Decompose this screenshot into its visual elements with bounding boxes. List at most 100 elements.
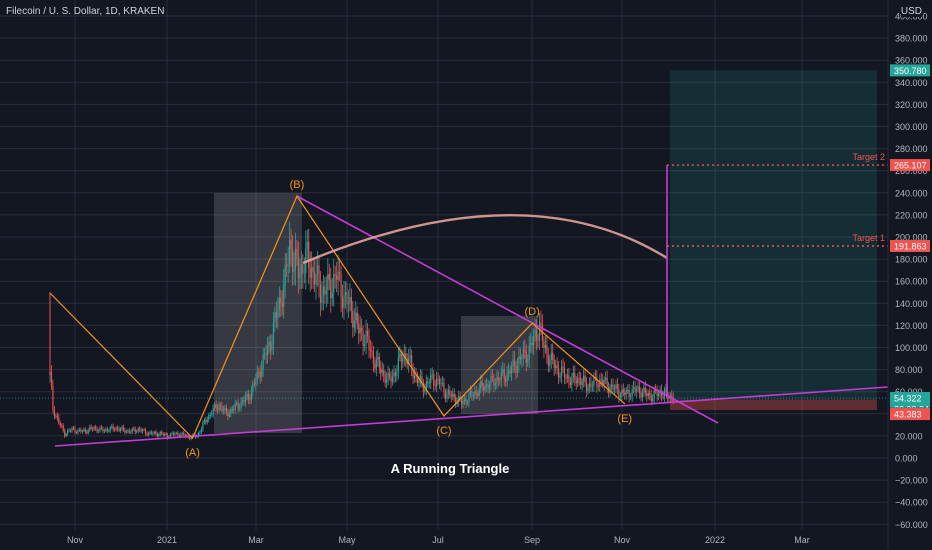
candle-body (400, 353, 402, 362)
x-tick-label: Sep (524, 535, 540, 545)
candle-body (68, 430, 70, 432)
candle-body (111, 426, 113, 428)
candle-body (524, 349, 526, 352)
candle-body (594, 377, 596, 378)
candle-body (656, 391, 658, 396)
candle-body (77, 429, 79, 433)
y-tick-label: 180.000 (895, 255, 928, 265)
candle-body (662, 395, 664, 397)
candle-body (396, 371, 398, 377)
candle-body (427, 381, 429, 383)
candle-body (516, 364, 519, 373)
interval: 1D (104, 6, 118, 17)
candle-body (212, 408, 214, 415)
y-tick-label: 320.000 (895, 100, 928, 110)
candle-body (512, 359, 514, 367)
candle-body (264, 353, 266, 355)
candle-body (405, 353, 407, 359)
candle-body (503, 369, 505, 380)
candle-body (314, 272, 316, 285)
candle-body (581, 381, 583, 385)
candle-body (434, 384, 436, 387)
candle-body (117, 427, 119, 430)
candle-body (506, 372, 508, 382)
candle-body (290, 239, 292, 250)
candle-body (377, 356, 379, 360)
candle-body (214, 404, 216, 409)
candle-body (174, 433, 176, 435)
candle-body (565, 377, 567, 379)
y-tick-label: 140.000 (895, 299, 928, 309)
candle-body (265, 353, 267, 356)
symbol-name: Filecoin / U. S. Dollar (6, 6, 100, 17)
candle-body (50, 371, 53, 387)
candle-body (527, 359, 529, 363)
candle-body (452, 393, 454, 397)
candle-body (411, 355, 413, 370)
candle-body (637, 386, 639, 390)
candle-body (250, 390, 252, 401)
candle-body (438, 378, 441, 385)
candle-body (300, 264, 302, 275)
candle-body (205, 420, 207, 422)
candle-body (402, 358, 404, 362)
candle-body (139, 428, 141, 431)
candle-body (125, 431, 128, 433)
candle-body (458, 396, 460, 402)
exchange: KRAKEN (123, 6, 165, 17)
candle-body (530, 342, 532, 345)
candle-body (384, 374, 386, 383)
candle-body (240, 401, 242, 408)
candle-body (152, 433, 154, 435)
y-tick-label: 20.000 (895, 431, 923, 441)
candle-body (502, 369, 504, 373)
wave-label: (C) (436, 425, 451, 437)
candle-body (134, 429, 136, 433)
candle-body (336, 275, 338, 280)
candle-body (142, 429, 144, 432)
candle-body (358, 323, 360, 334)
candle-body (488, 384, 491, 389)
candle-body (180, 433, 182, 437)
candle-body (469, 391, 472, 394)
candle-body (390, 376, 392, 382)
candle-body (553, 360, 555, 368)
candle-body (274, 312, 276, 323)
candle-body (550, 352, 552, 361)
candle-body (84, 429, 86, 432)
candle-body (537, 339, 539, 341)
candle-body (484, 385, 486, 391)
candle-body (483, 386, 485, 391)
candle-body (299, 274, 301, 278)
candle-body (534, 329, 536, 336)
candle-body (646, 393, 648, 397)
candle-body (422, 382, 424, 392)
candle-body (418, 381, 420, 384)
candle-body (394, 372, 397, 377)
y-tick-label: −40.000 (895, 498, 928, 508)
candle-body (338, 271, 341, 274)
price-badge-text: 265.107 (894, 161, 927, 171)
candle-body (319, 284, 322, 304)
candle-body (584, 375, 586, 383)
candle-body (153, 431, 155, 434)
candle-body (490, 375, 492, 385)
candle-body (127, 430, 129, 432)
candle-body (131, 428, 133, 432)
target-label: Target 1 (852, 233, 885, 243)
candle-body (75, 432, 78, 433)
candle-body (355, 312, 357, 321)
candle-body (615, 384, 617, 389)
candle-body (302, 264, 304, 274)
y-tick-label: −60.000 (895, 520, 928, 530)
candle-body (266, 346, 269, 356)
candle-body (209, 414, 211, 416)
x-tick-label: Mar (248, 535, 264, 545)
y-tick-label: 280.000 (895, 144, 928, 154)
candle-body (559, 376, 561, 378)
candle-body (463, 399, 466, 402)
candle-body (387, 373, 389, 379)
candle-body (618, 389, 620, 398)
candle-body (237, 402, 239, 409)
